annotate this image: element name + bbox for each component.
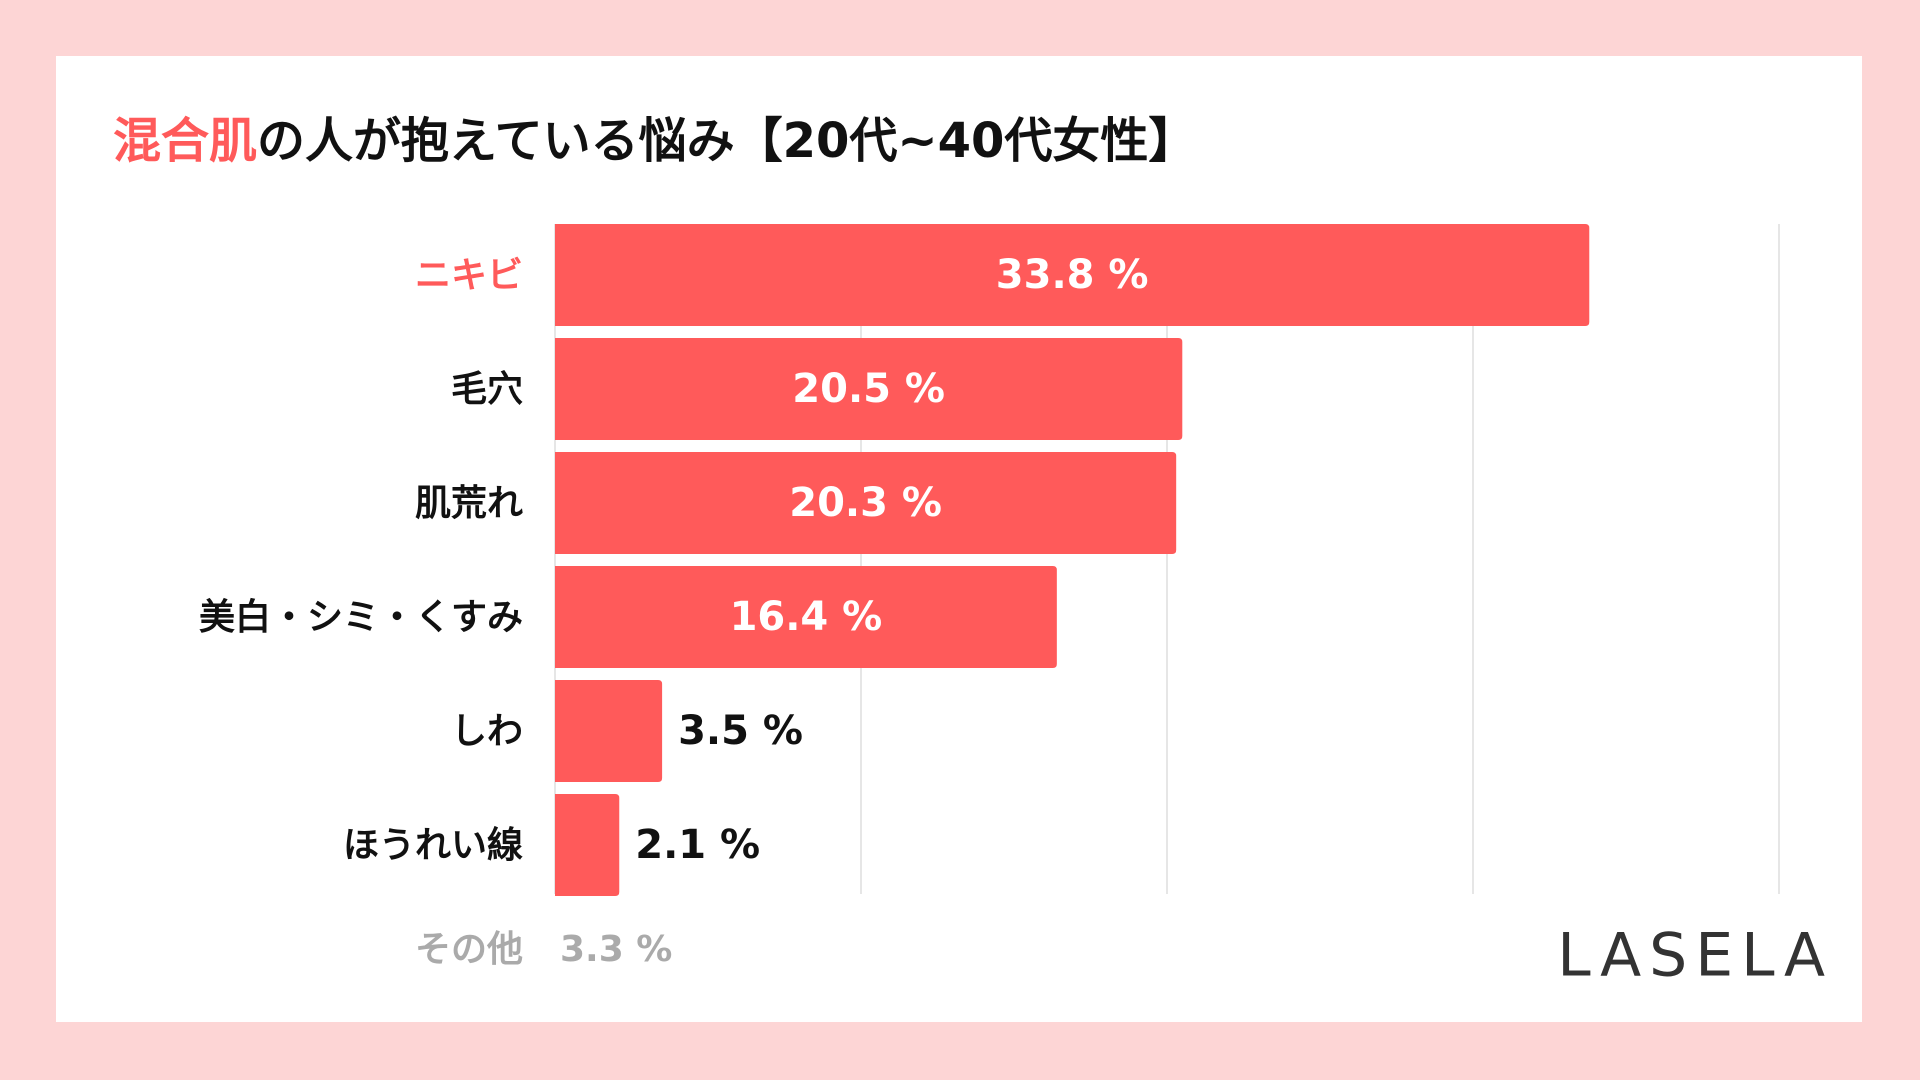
category-label: ほうれい線 [343, 825, 523, 866]
category-label: 肌荒れ [415, 483, 523, 524]
category-label: ニキビ [415, 255, 523, 296]
value-label: 16.4 % [730, 594, 883, 640]
value-label: 20.5 % [792, 366, 945, 412]
value-label: 2.1 % [635, 822, 760, 868]
value-label: 3.5 % [678, 708, 803, 754]
chart-title: 混合肌の人が抱えている悩み【20代~40代女性】 [113, 113, 1196, 169]
category-label: しわ [451, 711, 523, 752]
title-highlight: 混合肌 [113, 113, 257, 169]
logo: LASELA [1557, 921, 1833, 991]
title-rest: の人が抱えている悩み【20代~40代女性】 [257, 113, 1196, 169]
other-label: その他 [415, 929, 523, 970]
bar [555, 224, 1590, 326]
value-label: 20.3 % [789, 480, 942, 526]
value-label: 33.8 % [996, 252, 1149, 298]
category-label: 美白・シミ・くすみ [199, 597, 523, 638]
bar [555, 452, 1177, 554]
bar [555, 566, 1057, 668]
other-value: 3.3 % [560, 929, 672, 970]
bar [555, 338, 1183, 440]
category-label: 毛穴 [451, 369, 523, 410]
bar [555, 680, 663, 782]
bar [555, 794, 620, 896]
